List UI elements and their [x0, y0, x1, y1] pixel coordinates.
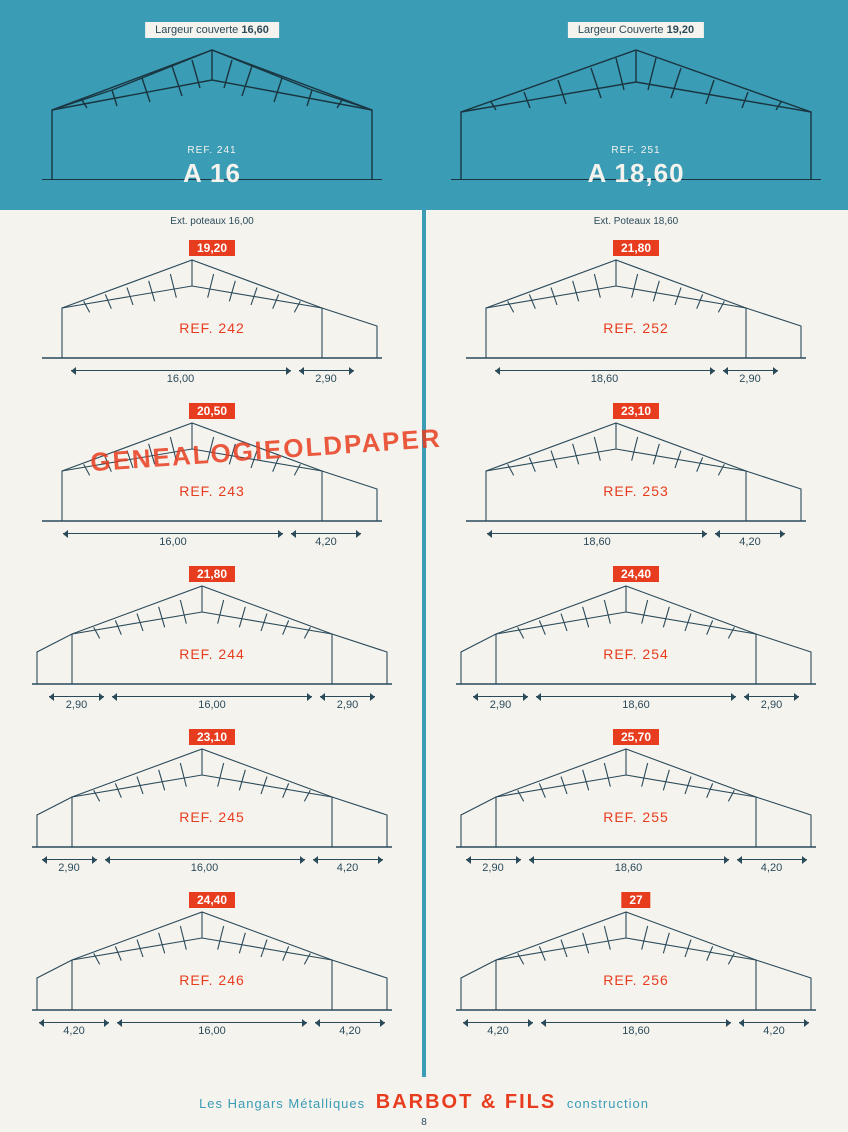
- dimension-row: 2,90 16,00 4,20: [32, 859, 392, 874]
- footer-suffix: construction: [567, 1096, 649, 1111]
- dimension-segment: 16,00: [105, 859, 305, 874]
- hero-ref-left: REF. 241: [187, 145, 236, 156]
- column-right: 21,80REF. 25218,602,9023,10REF. 25318,60…: [424, 240, 848, 1037]
- dimension-segment: 4,20: [737, 859, 807, 874]
- truss-diagram: [456, 574, 816, 694]
- truss-variant: 20,50REF. 24316,004,20: [32, 403, 392, 548]
- page-number: 8: [421, 1117, 427, 1128]
- dimension-segment: 16,00: [112, 696, 312, 711]
- truss-variant: 23,10REF. 25318,604,20: [456, 403, 816, 548]
- center-divider: [422, 0, 426, 1077]
- dimension-segment: 2,90: [744, 696, 799, 711]
- truss-variant: 24,40REF. 2464,2016,004,20: [32, 892, 392, 1037]
- footer-prefix: Les Hangars Métalliques: [199, 1096, 365, 1111]
- truss-variant: 21,80REF. 25218,602,90: [456, 240, 816, 385]
- ref-label: REF. 242: [179, 320, 245, 336]
- truss-diagram: [32, 737, 392, 857]
- dimension-segment: 4,20: [291, 533, 361, 548]
- model-name-left: A 16: [183, 158, 241, 189]
- dimension-segment: 18,60: [495, 370, 715, 385]
- ref-label: REF. 244: [179, 646, 245, 662]
- truss-diagram: [32, 900, 392, 1020]
- dimension-segment: 18,60: [541, 1022, 731, 1037]
- dimension-segment: 2,90: [723, 370, 778, 385]
- dimension-row: 16,00 4,20: [32, 533, 392, 548]
- truss-diagram: [42, 248, 382, 368]
- dimension-segment: 16,00: [117, 1022, 307, 1037]
- truss-variant: 23,10REF. 2452,9016,004,20: [32, 729, 392, 874]
- dimension-segment: 16,00: [71, 370, 291, 385]
- dimension-row: 2,90 18,60 4,20: [456, 859, 816, 874]
- dimension-segment: 4,20: [39, 1022, 109, 1037]
- header-right: Largeur Couverte 19,20 REF. 251 A 18,60: [424, 0, 848, 210]
- dimension-segment: 2,90: [473, 696, 528, 711]
- dimension-segment: 4,20: [463, 1022, 533, 1037]
- truss-variant: 21,80REF. 2442,9016,002,90: [32, 566, 392, 711]
- dimension-segment: 2,90: [299, 370, 354, 385]
- dimension-segment: 4,20: [315, 1022, 385, 1037]
- ref-label: REF. 245: [179, 809, 245, 825]
- truss-diagram: [456, 737, 816, 857]
- footer: Les Hangars Métalliques BARBOT & FILS co…: [0, 1091, 848, 1114]
- ref-label: REF. 256: [603, 972, 669, 988]
- ref-label: REF. 255: [603, 809, 669, 825]
- truss-diagram: [466, 248, 806, 368]
- dimension-segment: 4,20: [715, 533, 785, 548]
- truss-diagram: [42, 411, 382, 531]
- dimension-row: 2,90 16,00 2,90: [32, 696, 392, 711]
- dimension-segment: 2,90: [466, 859, 521, 874]
- dimension-row: 16,00 2,90: [32, 370, 392, 385]
- truss-diagram: [32, 574, 392, 694]
- ref-label: REF. 246: [179, 972, 245, 988]
- dimension-segment: 4,20: [739, 1022, 809, 1037]
- ref-label: REF. 252: [603, 320, 669, 336]
- truss-variant: 25,70REF. 2552,9018,604,20: [456, 729, 816, 874]
- dimension-segment: 2,90: [49, 696, 104, 711]
- dimension-segment: 16,00: [63, 533, 283, 548]
- dimension-row: 4,20 18,60 4,20: [456, 1022, 816, 1037]
- dimension-row: 2,90 18,60 2,90: [456, 696, 816, 711]
- dimension-row: 18,60 4,20: [456, 533, 816, 548]
- dimension-row: 4,20 16,00 4,20: [32, 1022, 392, 1037]
- ref-label: REF. 253: [603, 483, 669, 499]
- ref-label: REF. 243: [179, 483, 245, 499]
- hero-ref-right: REF. 251: [611, 145, 660, 156]
- truss-variant: 27REF. 2564,2018,604,20: [456, 892, 816, 1037]
- dimension-segment: 2,90: [320, 696, 375, 711]
- ref-label: REF. 254: [603, 646, 669, 662]
- truss-variant: 24,40REF. 2542,9018,602,90: [456, 566, 816, 711]
- dimension-segment: 18,60: [536, 696, 736, 711]
- dimension-segment: 2,90: [42, 859, 97, 874]
- footer-brand: BARBOT & FILS: [370, 1091, 562, 1113]
- dimension-segment: 4,20: [313, 859, 383, 874]
- model-name-right: A 18,60: [587, 158, 684, 189]
- header-left: Largeur couverte 16,60 REF. 241 A 16: [0, 0, 424, 210]
- truss-variant: 19,20REF. 24216,002,90: [32, 240, 392, 385]
- dimension-segment: 18,60: [487, 533, 707, 548]
- column-left: 19,20REF. 24216,002,9020,50REF. 24316,00…: [0, 240, 424, 1037]
- dimension-segment: 18,60: [529, 859, 729, 874]
- truss-diagram: [466, 411, 806, 531]
- dimension-row: 18,60 2,90: [456, 370, 816, 385]
- truss-diagram: [456, 900, 816, 1020]
